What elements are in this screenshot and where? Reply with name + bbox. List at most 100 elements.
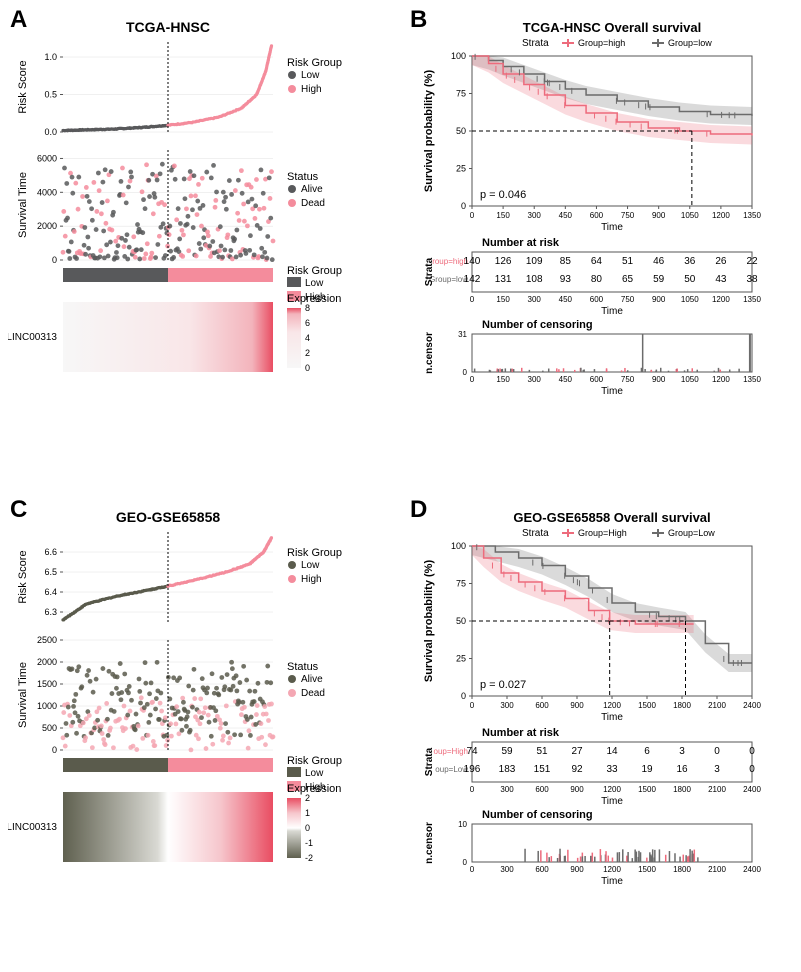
svg-text:150: 150 — [496, 295, 510, 304]
svg-text:109: 109 — [526, 256, 543, 267]
svg-text:1500: 1500 — [638, 785, 656, 794]
svg-text:500: 500 — [42, 723, 57, 733]
svg-text:0: 0 — [461, 201, 466, 211]
heatmap — [63, 792, 273, 862]
svg-text:0: 0 — [714, 746, 720, 757]
svg-text:Group=Low: Group=Low — [668, 528, 715, 538]
svg-text:Strata: Strata — [424, 257, 435, 286]
svg-text:6.6: 6.6 — [44, 547, 57, 557]
svg-text:1350: 1350 — [743, 211, 761, 220]
svg-text:131: 131 — [495, 274, 512, 285]
svg-text:0: 0 — [470, 375, 475, 384]
svg-text:Dead: Dead — [301, 688, 325, 699]
svg-text:Low: Low — [305, 278, 324, 289]
svg-text:1200: 1200 — [603, 701, 621, 710]
svg-text:1200: 1200 — [603, 785, 621, 794]
svg-text:25: 25 — [456, 654, 466, 664]
svg-text:1500: 1500 — [37, 679, 57, 689]
svg-text:85: 85 — [560, 256, 572, 267]
svg-text:Expression: Expression — [287, 783, 341, 795]
svg-text:126: 126 — [495, 256, 512, 267]
svg-text:450: 450 — [559, 211, 573, 220]
svg-text:6: 6 — [305, 318, 310, 328]
svg-text:108: 108 — [526, 274, 543, 285]
svg-text:300: 300 — [528, 211, 542, 220]
svg-text:33: 33 — [606, 764, 618, 775]
svg-text:22: 22 — [746, 256, 758, 267]
svg-text:0: 0 — [461, 691, 466, 701]
svg-text:4000: 4000 — [37, 187, 57, 197]
svg-text:-1: -1 — [305, 838, 313, 848]
svg-text:93: 93 — [560, 274, 572, 285]
svg-text:p = 0.027: p = 0.027 — [480, 679, 526, 691]
svg-text:Time: Time — [601, 386, 623, 397]
svg-text:Strata: Strata — [522, 38, 549, 49]
svg-text:16: 16 — [676, 764, 688, 775]
svg-text:14: 14 — [606, 746, 618, 757]
svg-text:50: 50 — [456, 616, 466, 626]
svg-text:27: 27 — [571, 746, 583, 757]
svg-text:LINC00313: LINC00313 — [8, 332, 57, 343]
svg-text:43: 43 — [715, 274, 727, 285]
svg-text:Dead: Dead — [301, 198, 325, 209]
svg-text:Group=high: Group=high — [578, 38, 625, 48]
svg-text:150: 150 — [496, 211, 510, 220]
svg-text:1350: 1350 — [743, 375, 761, 384]
svg-text:Risk Group: Risk Group — [287, 265, 342, 277]
svg-text:59: 59 — [501, 746, 513, 757]
svg-text:Strata: Strata — [522, 528, 549, 539]
svg-text:26: 26 — [715, 256, 727, 267]
svg-text:Risk Group: Risk Group — [287, 755, 342, 767]
svg-text:750: 750 — [621, 375, 635, 384]
svg-text:Survival Time: Survival Time — [17, 662, 29, 728]
svg-text:600: 600 — [590, 375, 604, 384]
svg-text:900: 900 — [570, 865, 584, 874]
svg-text:100: 100 — [451, 541, 466, 551]
svg-text:300: 300 — [500, 865, 514, 874]
svg-text:Risk Score: Risk Score — [17, 550, 29, 603]
svg-text:50: 50 — [456, 126, 466, 136]
svg-text:1800: 1800 — [673, 701, 691, 710]
svg-text:38: 38 — [746, 274, 758, 285]
svg-text:6.3: 6.3 — [44, 607, 57, 617]
svg-text:-2: -2 — [305, 853, 313, 863]
svg-text:Alive: Alive — [301, 674, 323, 685]
svg-text:Survival probability (%): Survival probability (%) — [423, 70, 435, 193]
svg-text:75: 75 — [456, 89, 466, 99]
svg-text:Group=low: Group=low — [668, 38, 712, 48]
svg-text:31: 31 — [458, 330, 467, 339]
svg-text:Strata: Strata — [424, 747, 435, 776]
svg-text:Survival Time: Survival Time — [17, 172, 29, 238]
svg-text:Number at risk: Number at risk — [482, 727, 560, 739]
svg-text:0: 0 — [749, 746, 755, 757]
svg-text:0: 0 — [470, 701, 475, 710]
svg-text:Number at risk: Number at risk — [482, 237, 560, 249]
svg-text:Risk Score: Risk Score — [17, 60, 29, 113]
svg-text:roup=high: roup=high — [432, 257, 468, 266]
svg-text:151: 151 — [534, 764, 551, 775]
svg-text:46: 46 — [653, 256, 665, 267]
svg-text:300: 300 — [528, 295, 542, 304]
svg-text:0: 0 — [463, 858, 468, 867]
svg-text:1050: 1050 — [681, 375, 699, 384]
svg-text:2500: 2500 — [37, 635, 57, 645]
svg-text:750: 750 — [621, 295, 635, 304]
svg-text:600: 600 — [535, 785, 549, 794]
svg-text:0: 0 — [470, 865, 475, 874]
svg-text:Survival probability (%): Survival probability (%) — [423, 560, 435, 683]
svg-text:0: 0 — [470, 785, 475, 794]
svg-text:n.censor: n.censor — [424, 332, 435, 374]
svg-text:750: 750 — [621, 211, 635, 220]
svg-text:2000: 2000 — [37, 221, 57, 231]
svg-text:Group=High: Group=High — [578, 528, 627, 538]
svg-text:1200: 1200 — [712, 375, 730, 384]
panel-title: TCGA-HNSC — [126, 19, 210, 35]
svg-text:Status: Status — [287, 661, 319, 673]
svg-text:LINC00313: LINC00313 — [8, 822, 57, 833]
svg-text:183: 183 — [499, 764, 516, 775]
svg-text:Expression: Expression — [287, 293, 341, 305]
svg-text:Time: Time — [601, 796, 623, 807]
svg-text:25: 25 — [456, 164, 466, 174]
svg-text:100: 100 — [451, 51, 466, 61]
svg-text:900: 900 — [652, 211, 666, 220]
